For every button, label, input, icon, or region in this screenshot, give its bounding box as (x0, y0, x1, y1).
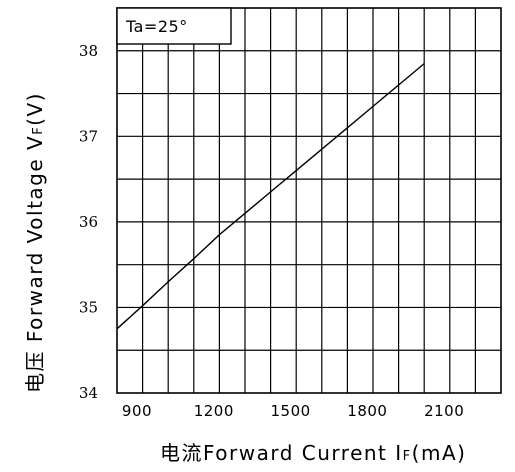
x-tick-label: 1200 (194, 402, 234, 420)
x-axis-title-unit: (mA) (412, 441, 467, 465)
y-axis-title-subscript: F (31, 126, 46, 135)
x-tick-labels: 900 1200 1500 1800 2100 (122, 402, 464, 420)
x-tick-label: 1800 (347, 402, 387, 420)
series-group (116, 63, 425, 330)
y-tick-label: 36 (79, 213, 98, 231)
y-tick-label: 35 (79, 298, 98, 316)
x-tick-label: 900 (122, 402, 152, 420)
x-axis-title-text: 电流Forward Current I (160, 441, 403, 465)
y-axis-title-unit: (V) (23, 92, 47, 126)
y-tick-label: 37 (79, 127, 98, 145)
plot-frame (116, 7, 502, 394)
x-axis-title-subscript: F (403, 449, 412, 464)
x-axis-title: 电流Forward Current IF(mA) (160, 441, 466, 465)
grid (116, 7, 502, 394)
legend-box: Ta=25° (116, 7, 232, 45)
y-axis-title: 电压 Forward Voltage VF(V) (23, 92, 47, 393)
condition-label: Ta=25° (125, 17, 188, 36)
y-tick-label: 34 (79, 384, 98, 402)
series-line (116, 63, 425, 330)
x-tick-label: 2100 (424, 402, 464, 420)
x-tick-label: 1500 (271, 402, 311, 420)
legend-frame (116, 7, 232, 45)
y-tick-labels: 34 35 36 37 38 (79, 42, 98, 402)
y-axis-title-text: 电压 Forward Voltage V (23, 135, 47, 393)
y-tick-label: 38 (79, 42, 98, 60)
